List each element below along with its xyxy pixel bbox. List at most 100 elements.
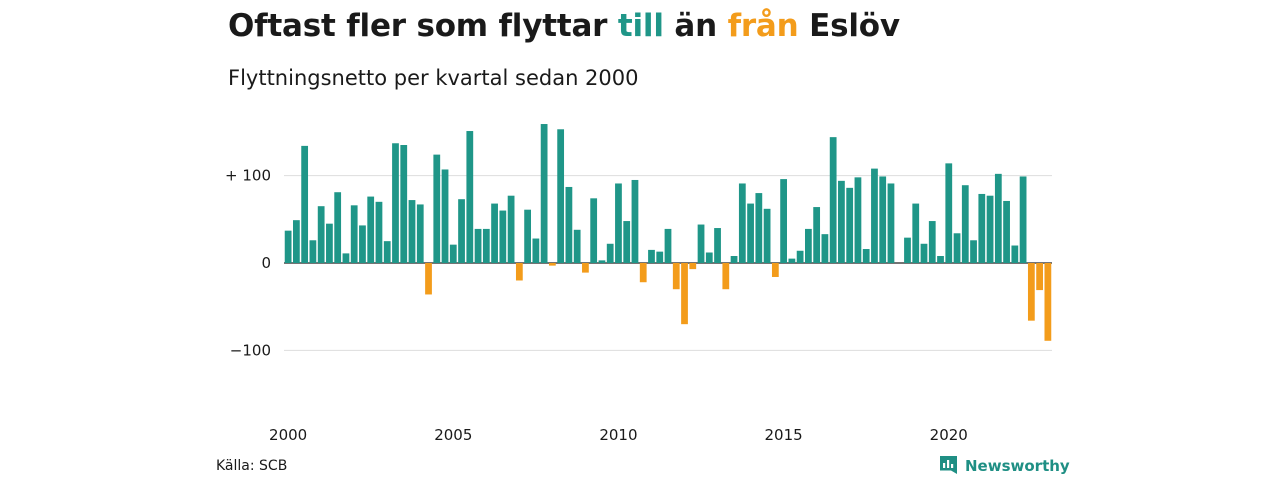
bar — [1003, 200, 1010, 263]
x-tick-label: 2015 — [765, 426, 803, 444]
bar — [334, 192, 342, 263]
bar — [920, 243, 928, 263]
chart-subtitle: Flyttningsnetto per kvartal sedan 2000 — [228, 66, 639, 90]
bar — [416, 204, 424, 263]
bar — [1019, 176, 1027, 263]
bar — [937, 256, 944, 263]
bar — [1011, 245, 1019, 263]
bar — [904, 237, 911, 263]
bar — [780, 179, 787, 263]
bar — [945, 163, 953, 263]
bar — [582, 263, 589, 273]
bar — [342, 253, 350, 263]
bar — [846, 187, 854, 263]
bar — [912, 203, 920, 263]
bar — [598, 260, 606, 263]
bar — [763, 208, 771, 263]
brand-name: Newsworthy — [965, 456, 1070, 475]
bar — [532, 238, 540, 263]
bar — [730, 256, 738, 263]
bar — [631, 179, 639, 263]
bar — [854, 177, 862, 263]
title-part-2: än — [663, 8, 728, 44]
y-tick-label: −100 — [230, 341, 271, 359]
bar — [433, 154, 441, 263]
bar — [309, 240, 317, 263]
bars — [284, 124, 1052, 341]
bar — [466, 131, 474, 263]
bar — [829, 137, 837, 263]
x-tick-label: 2020 — [930, 426, 968, 444]
bar — [515, 263, 523, 281]
bar — [664, 228, 672, 263]
bar — [449, 244, 457, 263]
bar — [796, 250, 804, 263]
bar — [499, 210, 507, 263]
bar — [681, 263, 688, 325]
bar — [821, 234, 829, 263]
x-axis-labels: 2000 2005 2010 2015 2020 — [269, 426, 968, 444]
bar — [400, 145, 408, 263]
bar — [738, 183, 746, 263]
bar — [953, 233, 961, 263]
bar — [392, 143, 399, 263]
bar — [557, 129, 565, 263]
bar — [590, 198, 598, 263]
bar — [615, 183, 622, 263]
source-note: Källa: SCB — [216, 458, 288, 474]
bar — [408, 200, 416, 263]
bar — [606, 243, 614, 263]
bar — [805, 228, 812, 263]
bar — [879, 176, 887, 263]
bar — [623, 221, 631, 263]
bar — [771, 263, 779, 277]
bar — [928, 221, 936, 263]
bar — [458, 199, 465, 263]
bar — [367, 196, 375, 263]
bar — [573, 229, 581, 263]
bar — [1036, 263, 1043, 291]
bar — [540, 124, 548, 263]
bar — [284, 230, 292, 263]
x-tick-label: 2010 — [599, 426, 637, 444]
bar — [862, 249, 870, 263]
y-tick-label: 0 — [261, 254, 271, 272]
title-part-1: Oftast fler som flyttar — [228, 8, 618, 44]
bar — [722, 263, 730, 290]
bar — [350, 205, 358, 263]
newsworthy-logo-icon — [940, 456, 957, 474]
bar — [317, 206, 325, 263]
bar — [425, 263, 432, 295]
bar — [474, 228, 482, 263]
bar — [1027, 263, 1035, 321]
bar — [714, 228, 721, 263]
y-tick-label: + 100 — [225, 167, 271, 185]
bar — [524, 209, 531, 263]
bar — [697, 224, 705, 263]
bar — [301, 145, 309, 263]
bar — [1044, 263, 1052, 341]
bar — [491, 203, 498, 263]
bar — [507, 195, 515, 263]
bar — [871, 168, 878, 263]
bar — [970, 240, 977, 263]
bar — [747, 203, 754, 263]
bar — [326, 223, 333, 263]
bar — [705, 252, 713, 263]
bar — [838, 180, 845, 263]
bar — [359, 225, 366, 263]
bar — [639, 263, 647, 283]
bar — [887, 183, 895, 263]
bar — [375, 201, 383, 263]
title-word-in: till — [617, 8, 664, 44]
bar — [482, 228, 490, 263]
bar — [978, 193, 986, 263]
bar — [689, 263, 697, 270]
bar — [986, 195, 994, 263]
x-tick-label: 2000 — [269, 426, 307, 444]
bar — [648, 249, 655, 263]
title-word-out: från — [727, 8, 799, 44]
title-part-3: Eslöv — [798, 8, 900, 44]
bar — [293, 220, 300, 263]
